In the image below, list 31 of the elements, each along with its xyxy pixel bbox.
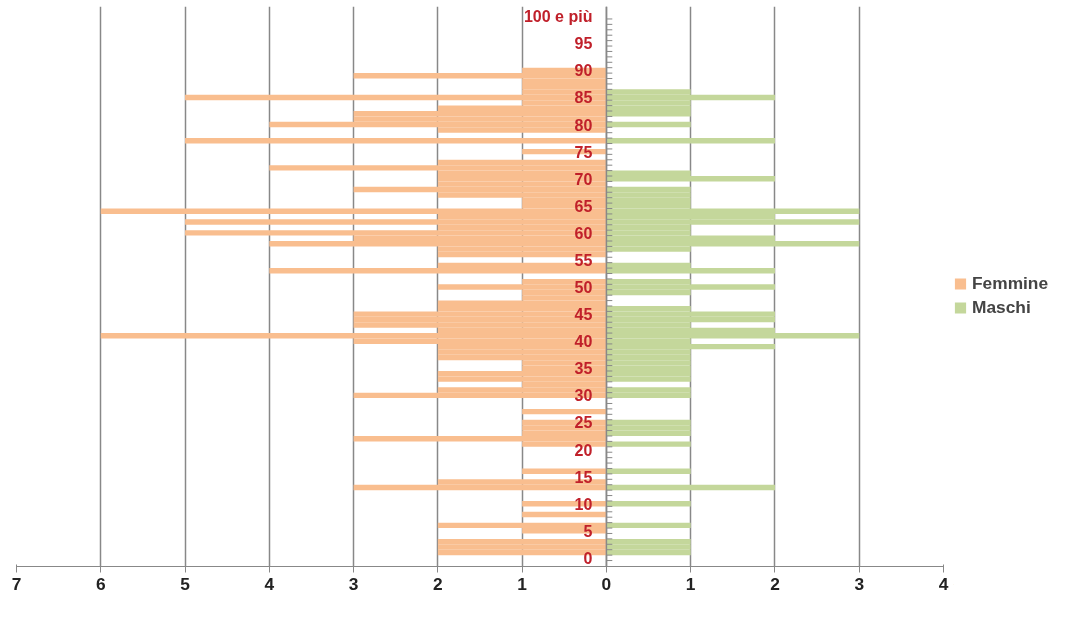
y-tick-label: 45 [574, 306, 593, 324]
y-tick-label: 60 [574, 224, 593, 242]
x-tick-label: 3 [348, 573, 359, 594]
x-tick-label: 0 [601, 573, 612, 594]
y-tick-label: 20 [574, 441, 593, 459]
x-tick-label: 1 [517, 573, 528, 594]
x-tick-label: 4 [938, 573, 949, 594]
y-tick-label: 80 [574, 116, 593, 134]
legend-label: Femmine [972, 272, 1049, 294]
x-tick-label: 4 [264, 573, 275, 594]
y-tick-label: 0 [583, 549, 593, 567]
y-tick-label: 100 e più [523, 7, 593, 25]
y-tick-label: 95 [574, 35, 593, 53]
y-tick-label: 70 [574, 170, 593, 188]
legend-label: Maschi [972, 296, 1031, 318]
y-tick-label: 35 [574, 360, 593, 378]
x-tick-label: 2 [770, 573, 780, 594]
y-tick-label: 90 [574, 62, 593, 80]
y-tick-label: 55 [574, 251, 593, 269]
y-tick-label: 15 [574, 468, 593, 486]
x-tick-label: 3 [854, 573, 865, 594]
y-tick-label: 50 [574, 279, 593, 297]
y-tick-label: 65 [574, 197, 593, 215]
x-tick-label: 1 [685, 573, 696, 594]
y-tick-label: 25 [574, 414, 593, 432]
x-tick-label: 6 [95, 573, 106, 594]
x-tick-label: 7 [11, 573, 22, 594]
y-tick-label: 85 [574, 89, 593, 107]
x-tick-label: 5 [180, 573, 191, 594]
x-tick-label: 2 [433, 573, 443, 594]
y-tick-label: 40 [574, 333, 593, 351]
